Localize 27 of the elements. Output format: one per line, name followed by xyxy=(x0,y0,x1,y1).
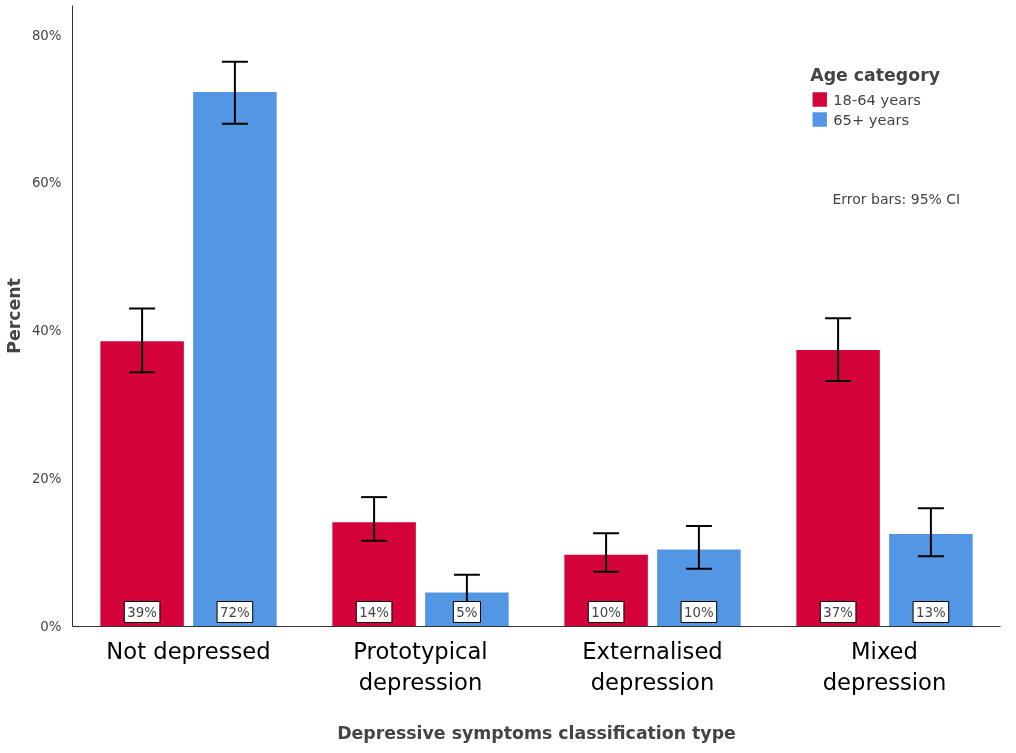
legend-label: 18-64 years xyxy=(833,90,921,108)
bar xyxy=(796,350,880,627)
y-axis-title: Percent xyxy=(3,278,24,354)
x-tick-label: Externalised depression xyxy=(582,637,723,695)
data-label: 5% xyxy=(456,604,478,620)
data-label: 72% xyxy=(220,604,250,620)
y-tick-label: 0% xyxy=(40,619,62,634)
data-label: 10% xyxy=(591,604,621,620)
bar xyxy=(193,92,277,627)
legend-title: Age category xyxy=(810,65,940,85)
legend-label: 65+ years xyxy=(833,110,910,128)
x-tick-label: Not depressed xyxy=(106,637,271,664)
y-tick-label: 60% xyxy=(31,175,62,191)
data-label: 39% xyxy=(127,604,157,620)
y-tick-label: 20% xyxy=(31,471,62,487)
annotation: Error bars: 95% CI xyxy=(832,190,961,207)
data-label: 13% xyxy=(916,604,946,620)
x-tick-label: Mixed depression xyxy=(822,637,947,695)
y-tick-label: 80% xyxy=(31,27,62,43)
x-tick-label: Prototypical depression xyxy=(353,637,488,695)
bar xyxy=(100,341,184,627)
bar xyxy=(889,534,973,627)
data-label: 14% xyxy=(359,604,389,620)
data-label: 10% xyxy=(684,604,714,620)
y-tick-label: 40% xyxy=(31,323,62,339)
data-label: 37% xyxy=(823,604,853,620)
x-axis-title: Depressive symptoms classification type xyxy=(337,722,736,743)
